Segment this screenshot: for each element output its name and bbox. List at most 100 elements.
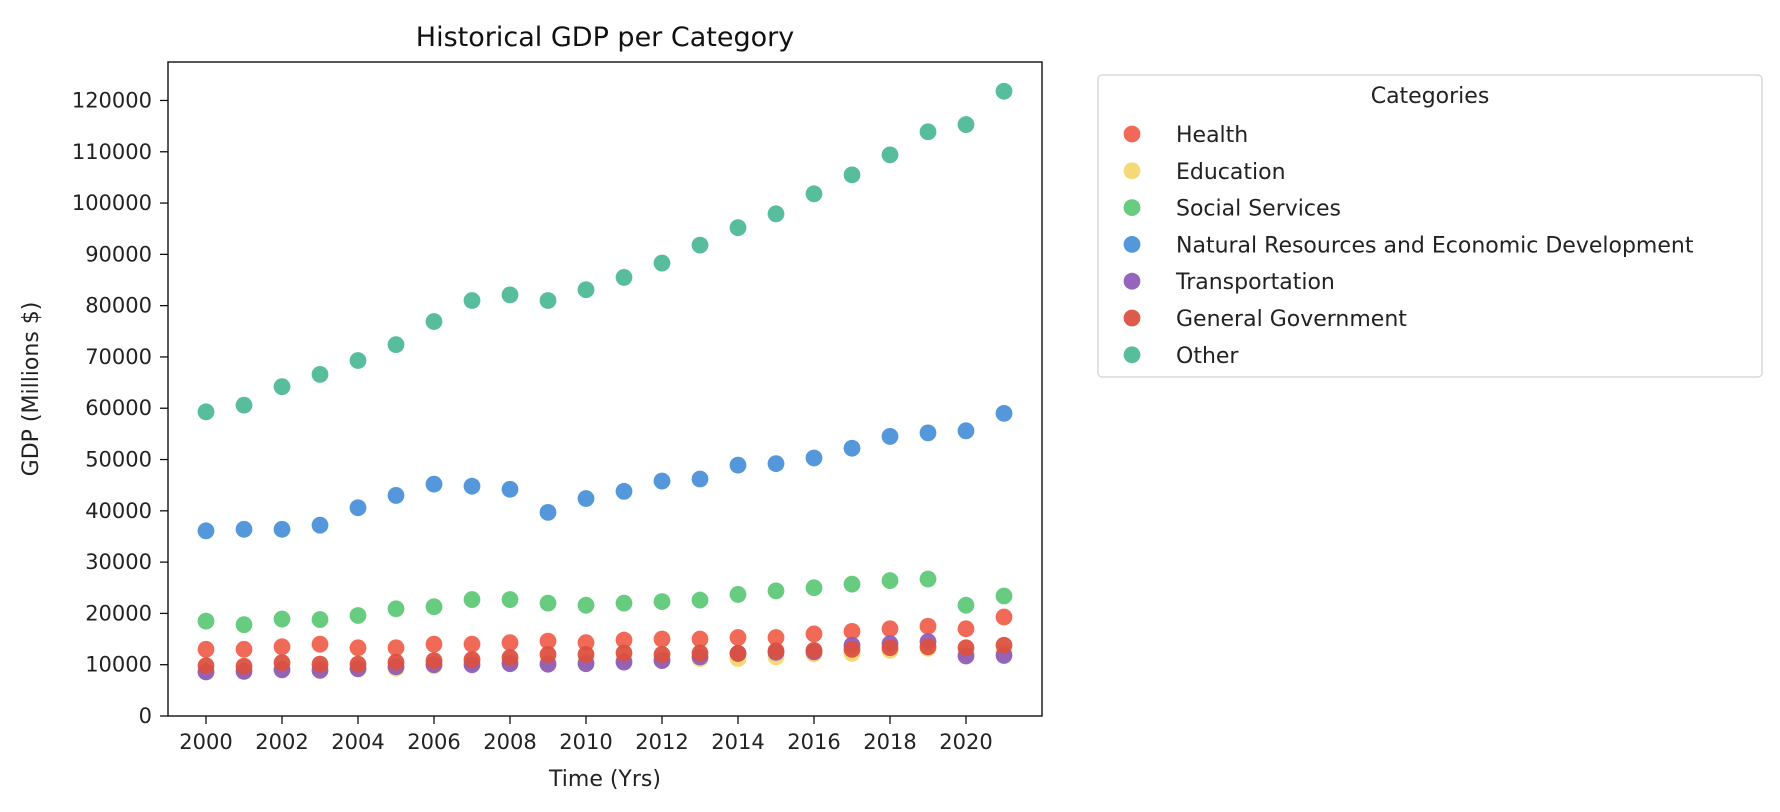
point-social-services-2016 bbox=[805, 579, 823, 597]
point-social-services-2020 bbox=[957, 596, 975, 614]
point-natural-resources-and-economic-development-2013 bbox=[691, 470, 709, 488]
point-social-services-2006 bbox=[425, 598, 443, 616]
point-natural-resources-and-economic-development-2012 bbox=[653, 472, 671, 490]
point-health-2020 bbox=[957, 620, 975, 638]
point-general-government-2014 bbox=[729, 645, 747, 662]
legend-marker-health bbox=[1123, 125, 1141, 143]
y-tick-label-90000: 90000 bbox=[85, 242, 152, 266]
point-health-2008 bbox=[501, 634, 519, 652]
y-tick-label-10000: 10000 bbox=[85, 653, 152, 677]
point-natural-resources-and-economic-development-2017 bbox=[843, 439, 861, 457]
point-other-2000 bbox=[197, 403, 215, 421]
y-tick-label-70000: 70000 bbox=[85, 345, 152, 369]
point-general-government-2011 bbox=[615, 644, 633, 662]
data-points bbox=[197, 82, 1013, 681]
legend-marker-transportation bbox=[1123, 272, 1141, 290]
point-natural-resources-and-economic-development-2014 bbox=[729, 456, 747, 474]
point-social-services-2005 bbox=[387, 600, 405, 618]
point-natural-resources-and-economic-development-2000 bbox=[197, 522, 215, 540]
y-tick-label-60000: 60000 bbox=[85, 396, 152, 420]
point-other-2013 bbox=[691, 236, 709, 254]
point-social-services-2000 bbox=[197, 612, 215, 630]
point-general-government-2016 bbox=[805, 641, 823, 659]
point-general-government-2017 bbox=[843, 640, 861, 658]
point-general-government-2021 bbox=[995, 636, 1013, 654]
plot-frame bbox=[167, 61, 1043, 717]
y-tick-label-110000: 110000 bbox=[72, 140, 152, 164]
point-general-government-2018 bbox=[881, 639, 899, 657]
point-other-2015 bbox=[767, 205, 785, 223]
y-tick-label-100000: 100000 bbox=[72, 191, 152, 215]
point-natural-resources-and-economic-development-2008 bbox=[501, 480, 519, 498]
point-health-2006 bbox=[425, 635, 443, 653]
point-health-2016 bbox=[805, 625, 823, 643]
point-other-2002 bbox=[273, 378, 291, 396]
legend-marker-general-government bbox=[1123, 309, 1141, 327]
legend-marker-natural-resources-and-economic-development bbox=[1123, 236, 1141, 253]
point-natural-resources-and-economic-development-2021 bbox=[995, 404, 1013, 422]
legend-label-health: Health bbox=[1176, 123, 1248, 148]
y-tick-label-0: 0 bbox=[139, 704, 152, 728]
point-other-2006 bbox=[425, 313, 443, 330]
point-social-services-2011 bbox=[615, 594, 633, 612]
legend-items: Health Education Social Services Natural Re… bbox=[1123, 123, 1694, 369]
point-other-2011 bbox=[615, 269, 633, 286]
y-tick-label-30000: 30000 bbox=[85, 550, 152, 574]
point-health-2005 bbox=[387, 639, 405, 657]
point-other-2019 bbox=[919, 123, 937, 141]
point-social-services-2001 bbox=[235, 616, 253, 634]
point-natural-resources-and-economic-development-2004 bbox=[349, 499, 367, 517]
point-social-services-2017 bbox=[843, 575, 861, 593]
y-tick-label-40000: 40000 bbox=[85, 499, 152, 523]
x-tick-label-2008: 2008 bbox=[483, 730, 536, 754]
x-axis-label: Time (Yrs) bbox=[548, 767, 661, 792]
point-social-services-2014 bbox=[729, 586, 747, 603]
point-health-2002 bbox=[273, 638, 291, 656]
point-other-2017 bbox=[843, 166, 861, 184]
point-general-government-2002 bbox=[273, 654, 291, 672]
point-health-2001 bbox=[235, 640, 253, 658]
point-general-government-2012 bbox=[653, 646, 671, 663]
x-axis-ticks: 2000 2002 2004 2006 2008 2010 2012 2014 2016 2018… bbox=[179, 716, 993, 754]
y-tick-label-20000: 20000 bbox=[85, 601, 152, 625]
point-general-government-2013 bbox=[691, 644, 709, 662]
point-general-government-2007 bbox=[463, 651, 481, 668]
x-tick-label-2004: 2004 bbox=[331, 730, 384, 754]
legend: Categories Health Education Social Service… bbox=[1097, 74, 1763, 378]
y-axis-label: GDP (Millions $) bbox=[19, 302, 44, 477]
point-other-2021 bbox=[995, 82, 1013, 100]
point-social-services-2010 bbox=[577, 596, 595, 614]
y-tick-label-120000: 120000 bbox=[72, 88, 152, 112]
point-social-services-2008 bbox=[501, 591, 519, 608]
point-natural-resources-and-economic-development-2016 bbox=[805, 449, 823, 467]
point-natural-resources-and-economic-development-2003 bbox=[311, 516, 329, 534]
point-social-services-2019 bbox=[919, 570, 937, 588]
point-general-government-2019 bbox=[919, 638, 937, 656]
point-general-government-2009 bbox=[539, 646, 557, 663]
legend-label-general-government: General Government bbox=[1176, 307, 1407, 332]
x-tick-label-2016: 2016 bbox=[787, 730, 840, 754]
legend-label-social-services: Social Services bbox=[1176, 197, 1341, 222]
point-general-government-2005 bbox=[387, 653, 405, 671]
point-natural-resources-and-economic-development-2009 bbox=[539, 503, 557, 521]
x-tick-label-2020: 2020 bbox=[939, 730, 992, 754]
series-social-services bbox=[197, 570, 1013, 634]
point-health-2013 bbox=[691, 630, 709, 648]
point-social-services-2002 bbox=[273, 610, 291, 628]
point-social-services-2007 bbox=[463, 591, 481, 608]
point-health-2010 bbox=[577, 634, 595, 652]
legend-title: Categories bbox=[1371, 84, 1490, 109]
point-health-2014 bbox=[729, 629, 747, 646]
x-tick-label-2018: 2018 bbox=[863, 730, 916, 754]
point-other-2009 bbox=[539, 292, 557, 309]
point-natural-resources-and-economic-development-2018 bbox=[881, 428, 899, 445]
point-other-2020 bbox=[957, 116, 975, 133]
point-health-2012 bbox=[653, 630, 671, 648]
point-other-2004 bbox=[349, 352, 367, 369]
point-natural-resources-and-economic-development-2015 bbox=[767, 455, 785, 473]
point-natural-resources-and-economic-development-2011 bbox=[615, 482, 633, 500]
point-general-government-2010 bbox=[577, 646, 595, 663]
legend-marker-education bbox=[1123, 162, 1141, 180]
